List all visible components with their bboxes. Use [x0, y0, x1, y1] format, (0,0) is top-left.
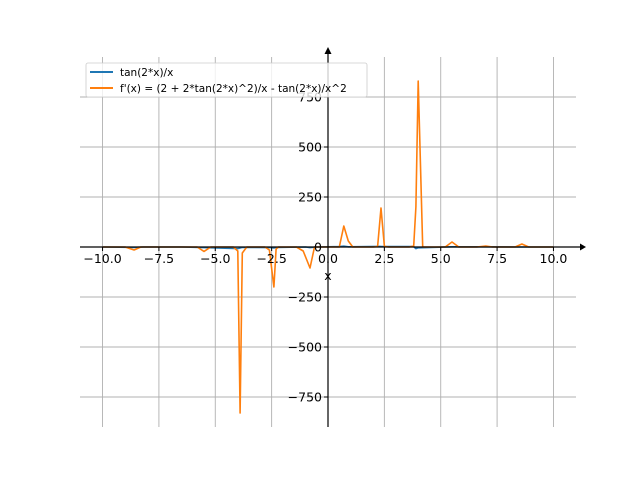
x-tick-label-6: 5.0 — [431, 251, 451, 266]
x-tick-label-1: −7.5 — [144, 251, 174, 266]
y-tick-label-4: 250 — [298, 190, 322, 205]
legend-entry-1: f'(x) = (2 + 2*tan(2*x)^2)/x - tan(2*x)/… — [120, 83, 347, 95]
y-tick-label-0: −750 — [288, 390, 322, 405]
legend-box — [85, 62, 368, 98]
y-tick-label-5: 500 — [298, 140, 322, 155]
y-axis-arrow — [324, 47, 332, 54]
x-tick-label-8: 10.0 — [540, 251, 568, 266]
y-tick-label-1: −500 — [288, 340, 322, 355]
x-tick-label-0: −10.0 — [83, 251, 121, 266]
x-axis-arrow — [580, 243, 586, 251]
y-tick-label-3: 0 — [314, 240, 322, 255]
x-tick-label-2: −5.0 — [200, 251, 230, 266]
x-tick-label-7: 7.5 — [487, 251, 507, 266]
y-tick-label-2: −250 — [288, 290, 322, 305]
x-tick-label-5: 2.5 — [374, 251, 394, 266]
x-axis-label: x — [324, 268, 331, 283]
x-tick-label-4: 0.0 — [318, 251, 338, 266]
legend-entry-0: tan(2*x)/x — [120, 67, 173, 79]
x-tick-label-3: −2.5 — [256, 251, 286, 266]
legend: tan(2*x)/x f'(x) = (2 + 2*tan(2*x)^2)/x … — [85, 62, 368, 98]
axes: x — [80, 47, 586, 427]
